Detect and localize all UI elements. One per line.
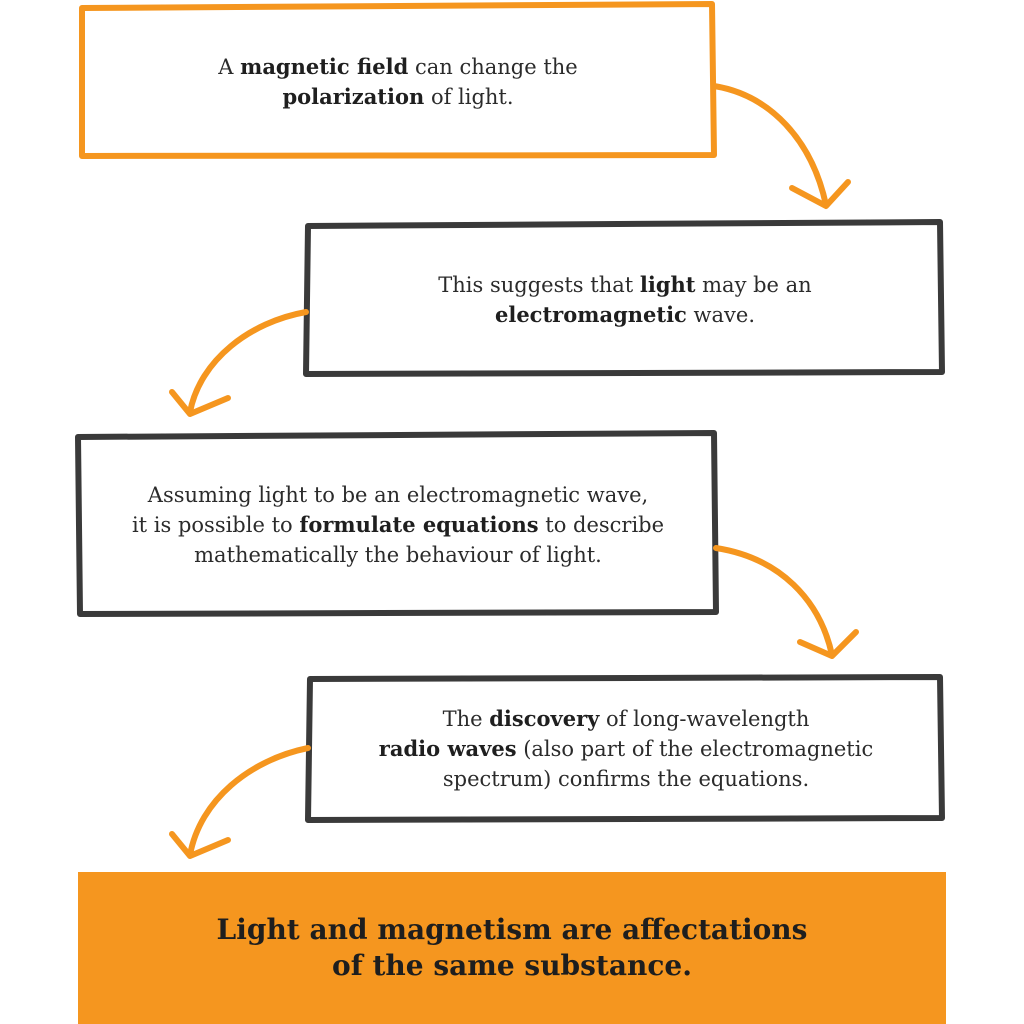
- arrow-1-icon: [711, 83, 851, 209]
- step-1-frame: [79, 1, 717, 159]
- conclusion-line-1: Light and magnetism are affectations: [216, 913, 808, 946]
- text-run: may be an: [695, 273, 812, 297]
- bold-term: radio waves: [378, 736, 517, 761]
- step-4-frame: [305, 674, 945, 823]
- step-4-text: The discovery of long-wavelength radio wa…: [314, 680, 938, 818]
- text-run: spectrum) confirms the equations.: [442, 767, 810, 791]
- arrow-4-icon: [169, 745, 311, 859]
- bold-term: formulate equations: [299, 512, 539, 537]
- text-run: (also part of the electromagnetic: [516, 737, 874, 761]
- step-2-frame: [303, 219, 945, 377]
- conclusion-line-2: of the same substance.: [332, 949, 692, 982]
- arrow-2-icon: [169, 309, 309, 417]
- text-run: This suggests that: [438, 273, 640, 297]
- bold-term: electromagnetic: [494, 302, 687, 327]
- text-run: mathematically the behaviour of light.: [194, 543, 602, 567]
- bold-term: discovery: [489, 706, 600, 731]
- arrow-3-icon: [713, 545, 859, 659]
- text-run: to describe: [538, 513, 665, 537]
- text-run: The: [442, 707, 490, 731]
- conclusion-background: [78, 872, 946, 1024]
- text-run: of long-wavelength: [599, 707, 810, 731]
- text-run: it is possible to: [131, 513, 300, 537]
- conclusion-text: Light and magnetism are affectations of …: [78, 872, 946, 1024]
- text-run: of light.: [424, 85, 514, 109]
- step-3-frame: [75, 430, 719, 617]
- text-run: wave.: [686, 303, 755, 327]
- bold-term: magnetic field: [240, 54, 409, 79]
- text-run: A: [218, 55, 241, 79]
- bold-term: light: [639, 272, 696, 297]
- step-2-text: This suggests that light may be an electr…: [312, 228, 938, 372]
- text-run: Assuming light to be an electromagnetic …: [147, 483, 649, 507]
- bold-term: polarization: [282, 84, 425, 109]
- text-run: can change the: [408, 55, 578, 79]
- step-1-text: A magnetic field can change the polarizat…: [88, 12, 708, 152]
- step-3-text: Assuming light to be an electromagnetic …: [84, 438, 712, 612]
